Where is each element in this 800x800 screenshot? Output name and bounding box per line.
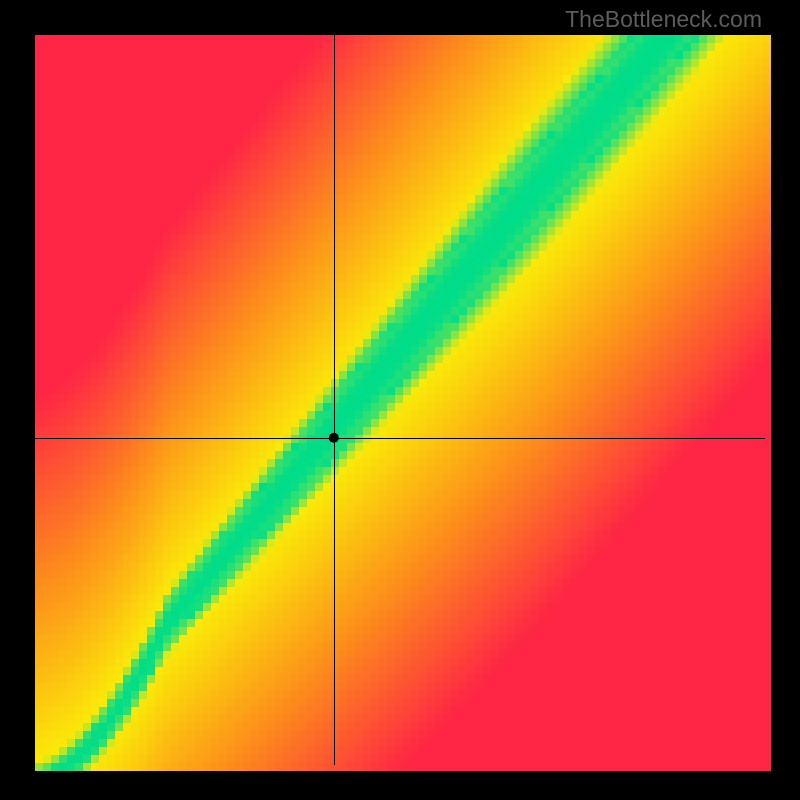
- heatmap-canvas: [0, 0, 800, 800]
- chart-container: TheBottleneck.com: [0, 0, 800, 800]
